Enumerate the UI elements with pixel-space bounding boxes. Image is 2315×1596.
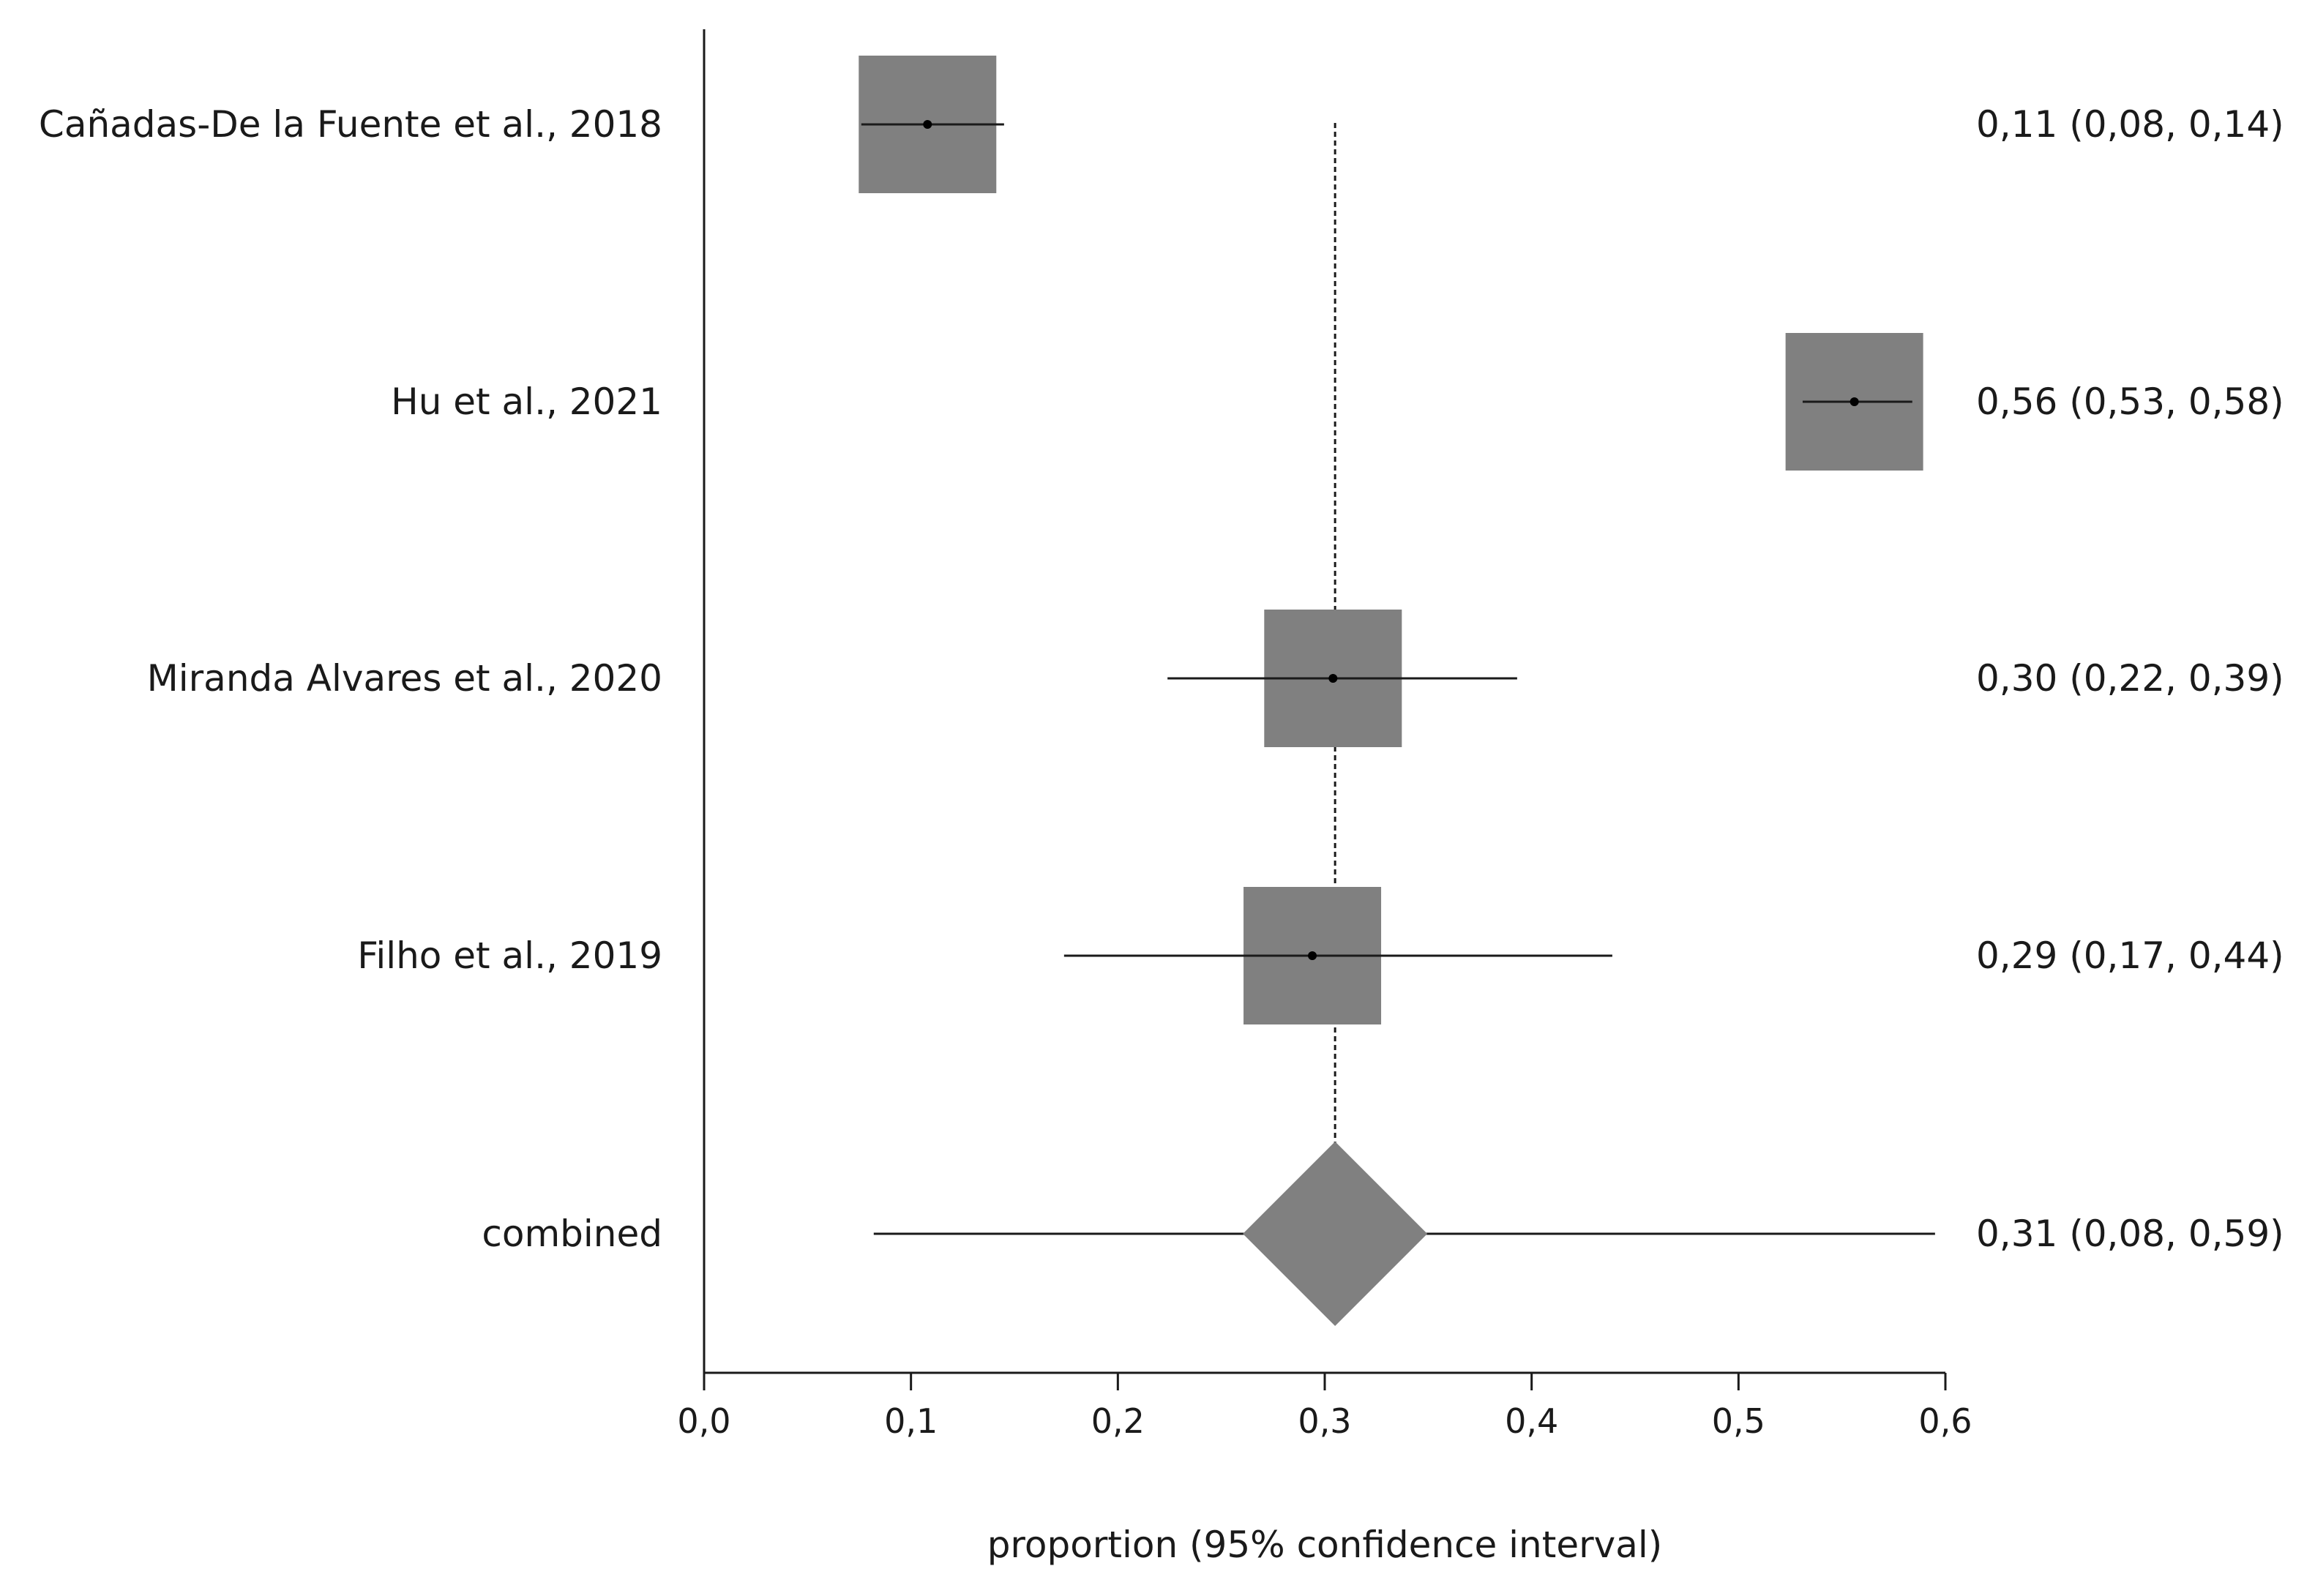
study-label: Cañadas-De la Fuente et al., 2018 xyxy=(39,103,662,146)
combined-effect-label: 0,31 (0,08, 0,59) xyxy=(1976,1213,2284,1255)
study-point-estimate xyxy=(1328,674,1338,683)
x-tick-label: 0,5 xyxy=(1712,1401,1765,1441)
study-rows: Cañadas-De la Fuente et al., 2018 0,11 (0… xyxy=(39,56,2284,1326)
study-point-estimate xyxy=(1850,397,1859,406)
study-effect-label: 0,29 (0,17, 0,44) xyxy=(1976,934,2284,977)
study-effect-label: 0,30 (0,22, 0,39) xyxy=(1976,657,2284,700)
study-label: Miranda Alvares et al., 2020 xyxy=(147,657,662,700)
x-tick-label: 0,4 xyxy=(1505,1401,1558,1441)
study-label: Hu et al., 2021 xyxy=(391,381,662,423)
study-point-estimate xyxy=(1308,951,1317,960)
x-tick-label: 0,3 xyxy=(1298,1401,1351,1441)
combined-label: combined xyxy=(482,1213,662,1255)
x-tick-label: 0,6 xyxy=(1918,1401,1972,1441)
x-axis-title: proportion (95% confidence interval) xyxy=(987,1524,1663,1566)
x-tick-label: 0,1 xyxy=(884,1401,938,1441)
study-effect-label: 0,11 (0,08, 0,14) xyxy=(1976,103,2284,146)
combined-diamond xyxy=(1243,1142,1428,1326)
x-axis-ticks: 0,0 0,1 0,2 0,3 0,4 0,5 0,6 xyxy=(677,1373,1972,1441)
study-point-estimate xyxy=(923,120,932,129)
x-tick-label: 0,2 xyxy=(1091,1401,1145,1441)
study-effect-label: 0,56 (0,53, 0,58) xyxy=(1976,381,2284,423)
x-tick-label: 0,0 xyxy=(677,1401,730,1441)
study-label: Filho et al., 2019 xyxy=(357,934,662,977)
